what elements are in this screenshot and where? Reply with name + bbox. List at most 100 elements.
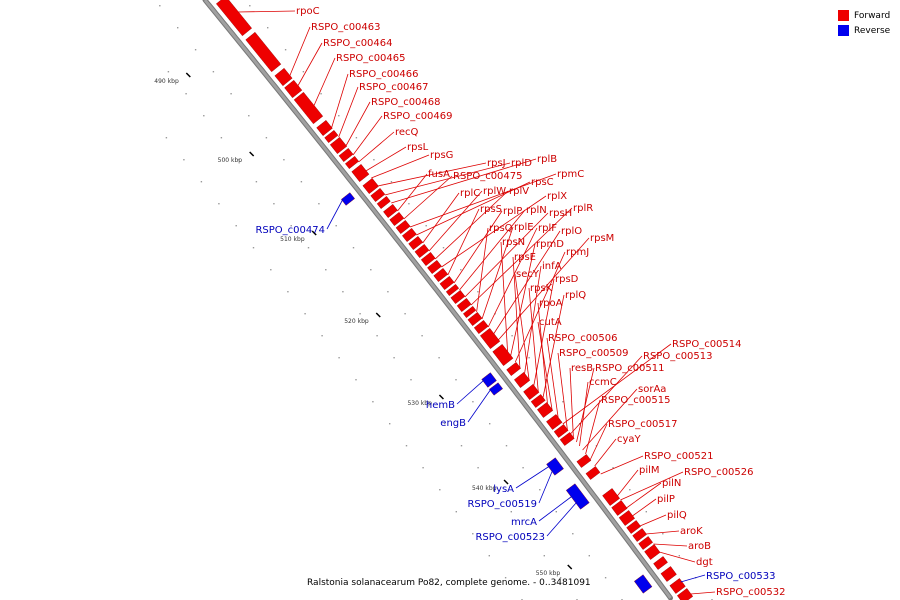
- gene-label-rpsh[interactable]: rpsH: [549, 208, 572, 219]
- leader-line-dgt: [659, 551, 696, 563]
- gene-label-recq[interactable]: recQ: [395, 127, 419, 138]
- gene-label-pilq[interactable]: pilQ: [667, 510, 687, 521]
- forward-gene-block: [362, 178, 379, 194]
- gene-label-rplx[interactable]: rplX: [547, 191, 567, 202]
- gene-label-infa[interactable]: infA: [542, 261, 562, 272]
- gene-label-rpsq[interactable]: rpsQ: [489, 223, 513, 234]
- gene-label-mrca[interactable]: mrcA: [511, 517, 537, 528]
- grid-dot: [318, 203, 320, 205]
- grid-dot: [425, 225, 427, 227]
- gene-label-rpmd[interactable]: rpmD: [536, 239, 564, 250]
- leader-line-rpmc: [409, 173, 557, 228]
- forward-gene-block: [445, 284, 460, 296]
- gene-label-rple[interactable]: rplE: [514, 222, 534, 233]
- gene-label-dgt[interactable]: dgt: [696, 557, 713, 568]
- gene-label-rpsk[interactable]: rpsK: [530, 283, 553, 294]
- grid-dot: [678, 555, 680, 557]
- forward-gene-block: [677, 588, 694, 600]
- grid-dot: [588, 555, 590, 557]
- gene-label-rspo-c00523[interactable]: RSPO_c00523: [475, 532, 545, 543]
- gene-label-lysa[interactable]: lysA: [493, 484, 514, 495]
- gene-label-ccmc[interactable]: ccmC: [589, 377, 617, 388]
- gene-label-rspo-c00465[interactable]: RSPO_c00465: [336, 53, 406, 64]
- gene-label-rspo-c00515[interactable]: RSPO_c00515: [601, 395, 671, 406]
- gene-label-rspo-c00467[interactable]: RSPO_c00467: [359, 82, 429, 93]
- scale-tick: [311, 230, 317, 236]
- grid-dot: [185, 93, 187, 95]
- gene-label-rpsn[interactable]: rpsN: [502, 237, 525, 248]
- gene-label-rspo-c00468[interactable]: RSPO_c00468: [371, 97, 441, 108]
- gene-label-arob[interactable]: aroB: [688, 541, 711, 552]
- gene-label-rspo-c00513[interactable]: RSPO_c00513: [643, 351, 713, 362]
- gene-label-rplq[interactable]: rplQ: [565, 290, 586, 301]
- gene-label-pilp[interactable]: pilP: [657, 494, 675, 505]
- gene-label-rspo-c00517[interactable]: RSPO_c00517: [608, 419, 678, 430]
- gene-label-rspo-c00469[interactable]: RSPO_c00469: [383, 111, 453, 122]
- gene-label-pilm[interactable]: pilM: [639, 465, 660, 476]
- gene-label-piln[interactable]: pilN: [662, 478, 681, 489]
- gene-label-cuta[interactable]: cutA: [539, 317, 562, 328]
- leader-line-rspo-c00514: [562, 343, 672, 425]
- gene-label-rpse[interactable]: rpsE: [514, 252, 536, 263]
- leader-line-soraa: [582, 388, 638, 451]
- gene-label-rpoc[interactable]: rpoC: [296, 6, 320, 17]
- gene-label-rspo-c00464[interactable]: RSPO_c00464: [323, 38, 393, 49]
- gene-label-arok[interactable]: aroK: [680, 526, 703, 537]
- gene-label-rplf[interactable]: rplF: [538, 223, 557, 234]
- gene-label-rspo-c00533[interactable]: RSPO_c00533: [706, 571, 776, 582]
- gene-label-rspo-c00509[interactable]: RSPO_c00509: [559, 348, 629, 359]
- gene-label-rplw[interactable]: rplW: [483, 186, 506, 197]
- gene-label-rpld[interactable]: rplD: [511, 158, 532, 169]
- grid-dot: [662, 533, 664, 535]
- gene-label-secy[interactable]: secY: [516, 269, 540, 280]
- gene-label-rspo-c00475[interactable]: RSPO_c00475: [453, 171, 523, 182]
- grid-dot: [489, 423, 491, 425]
- gene-label-rpmj[interactable]: rpmJ: [566, 247, 589, 258]
- grid-dot: [376, 335, 378, 337]
- gene-label-rpsm[interactable]: rpsM: [590, 233, 614, 244]
- gene-label-rpsl[interactable]: rpsL: [407, 142, 429, 153]
- gene-label-cyay[interactable]: cyaY: [617, 434, 642, 445]
- gene-label-soraa[interactable]: sorAa: [638, 384, 666, 395]
- gene-label-fusa[interactable]: fusA: [428, 169, 450, 180]
- gene-label-rplb[interactable]: rplB: [537, 154, 557, 165]
- leader-line-rpsn: [500, 241, 508, 353]
- leader-line-piln: [626, 482, 662, 509]
- gene-label-rspo-c00506[interactable]: RSPO_c00506: [548, 333, 618, 344]
- gene-label-rplc[interactable]: rplC: [460, 188, 480, 199]
- gene-label-engb[interactable]: engB: [440, 418, 466, 429]
- gene-label-rspo-c00519[interactable]: RSPO_c00519: [467, 499, 537, 510]
- leader-line-rpsh: [464, 212, 549, 298]
- gene-label-rspo-c00463[interactable]: RSPO_c00463: [311, 22, 381, 33]
- gene-label-rpsj[interactable]: rpsJ: [487, 158, 506, 169]
- gene-label-rspo-c00526[interactable]: RSPO_c00526: [684, 467, 754, 478]
- gene-label-rpsg[interactable]: rpsG: [430, 150, 453, 161]
- gene-label-rplv[interactable]: rplV: [509, 186, 529, 197]
- leader-line-rplb: [391, 158, 537, 204]
- gene-label-rpoa[interactable]: rpoA: [539, 298, 563, 309]
- forward-gene-block: [456, 298, 472, 312]
- gene-label-resb[interactable]: resB: [571, 363, 593, 374]
- gene-label-rpsc[interactable]: rpsC: [531, 177, 554, 188]
- gene-label-rpln[interactable]: rplN: [526, 205, 547, 216]
- grid-dot: [645, 511, 647, 513]
- leader-line-pilm: [616, 469, 639, 497]
- leader-line-rplr: [470, 207, 573, 306]
- grid-dot: [167, 71, 170, 73]
- gene-label-rspo-c00466[interactable]: RSPO_c00466: [349, 69, 419, 80]
- gene-label-hemb[interactable]: hemB: [426, 400, 455, 411]
- reverse-gene-block: [481, 372, 497, 388]
- gene-label-rspo-c00532[interactable]: RSPO_c00532: [716, 587, 786, 598]
- gene-label-rplr[interactable]: rplR: [573, 203, 593, 214]
- reverse-gene-block: [341, 192, 355, 206]
- gene-label-rplp[interactable]: rplP: [503, 206, 522, 217]
- gene-label-rspo-c00511[interactable]: RSPO_c00511: [595, 363, 665, 374]
- gene-label-rpss[interactable]: rpsS: [480, 204, 502, 215]
- scale-tick-label: 490 kbp: [154, 78, 179, 85]
- gene-label-rpmc[interactable]: rpmC: [557, 169, 584, 180]
- gene-label-rspo-c00514[interactable]: RSPO_c00514: [672, 339, 742, 350]
- gene-label-rplo[interactable]: rplO: [561, 226, 582, 237]
- gene-label-rspo-c00474[interactable]: RSPO_c00474: [255, 225, 325, 236]
- gene-label-rspo-c00521[interactable]: RSPO_c00521: [644, 451, 714, 462]
- gene-label-rpsd[interactable]: rpsD: [555, 274, 579, 285]
